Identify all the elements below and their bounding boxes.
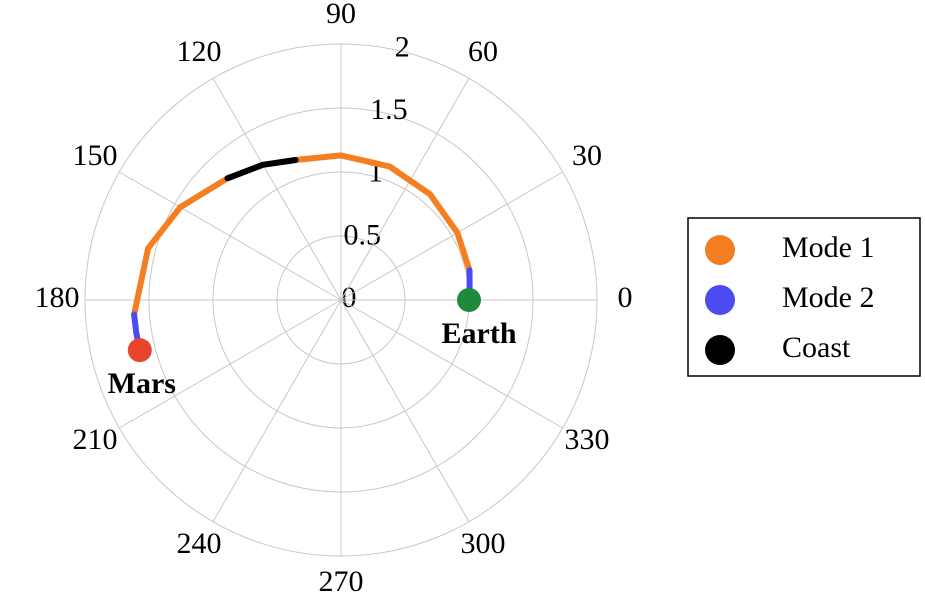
planet-marker — [127, 338, 152, 363]
planet-marker — [457, 288, 481, 312]
grid-spoke — [212, 299, 342, 522]
legend-swatch — [705, 235, 735, 265]
theta-tick-label: 150 — [73, 139, 118, 172]
planet-label: Earth — [442, 317, 517, 350]
trajectory-line — [131, 152, 473, 318]
theta-tick-label: 0 — [618, 281, 633, 314]
r-tick-label: 2 — [395, 30, 410, 63]
legend-label: Mode 1 — [782, 231, 875, 264]
grid-spoke — [340, 171, 563, 301]
theta-tick-label: 180 — [35, 281, 80, 314]
grid-spoke — [212, 78, 342, 301]
planet-label: Mars — [108, 367, 176, 400]
theta-tick-label: 120 — [177, 35, 222, 68]
theta-tick-label: 300 — [461, 527, 506, 560]
theta-tick-label: 90 — [326, 0, 356, 30]
grid-spoke — [119, 171, 342, 301]
r-tick-label: 0.5 — [344, 218, 382, 251]
theta-tick-label: 60 — [468, 35, 498, 68]
grid-spoke — [340, 78, 470, 301]
grid-spoke — [340, 299, 470, 522]
theta-tick-label: 210 — [73, 423, 118, 456]
legend-label: Coast — [782, 331, 851, 364]
trajectory-line — [131, 267, 473, 354]
legend-label: Mode 2 — [782, 281, 875, 314]
theta-tick-label: 270 — [319, 565, 364, 598]
theta-tick-label: 330 — [564, 423, 609, 456]
grid-spoke — [340, 299, 563, 429]
r-tick-label: 0 — [342, 281, 357, 314]
theta-tick-label: 30 — [572, 139, 602, 172]
grid-spoke — [119, 299, 342, 429]
legend-swatch — [705, 285, 735, 315]
legend-swatch — [705, 335, 735, 365]
theta-tick-label: 240 — [177, 527, 222, 560]
trajectory-line — [224, 157, 299, 182]
r-tick-label: 1.5 — [370, 93, 408, 126]
